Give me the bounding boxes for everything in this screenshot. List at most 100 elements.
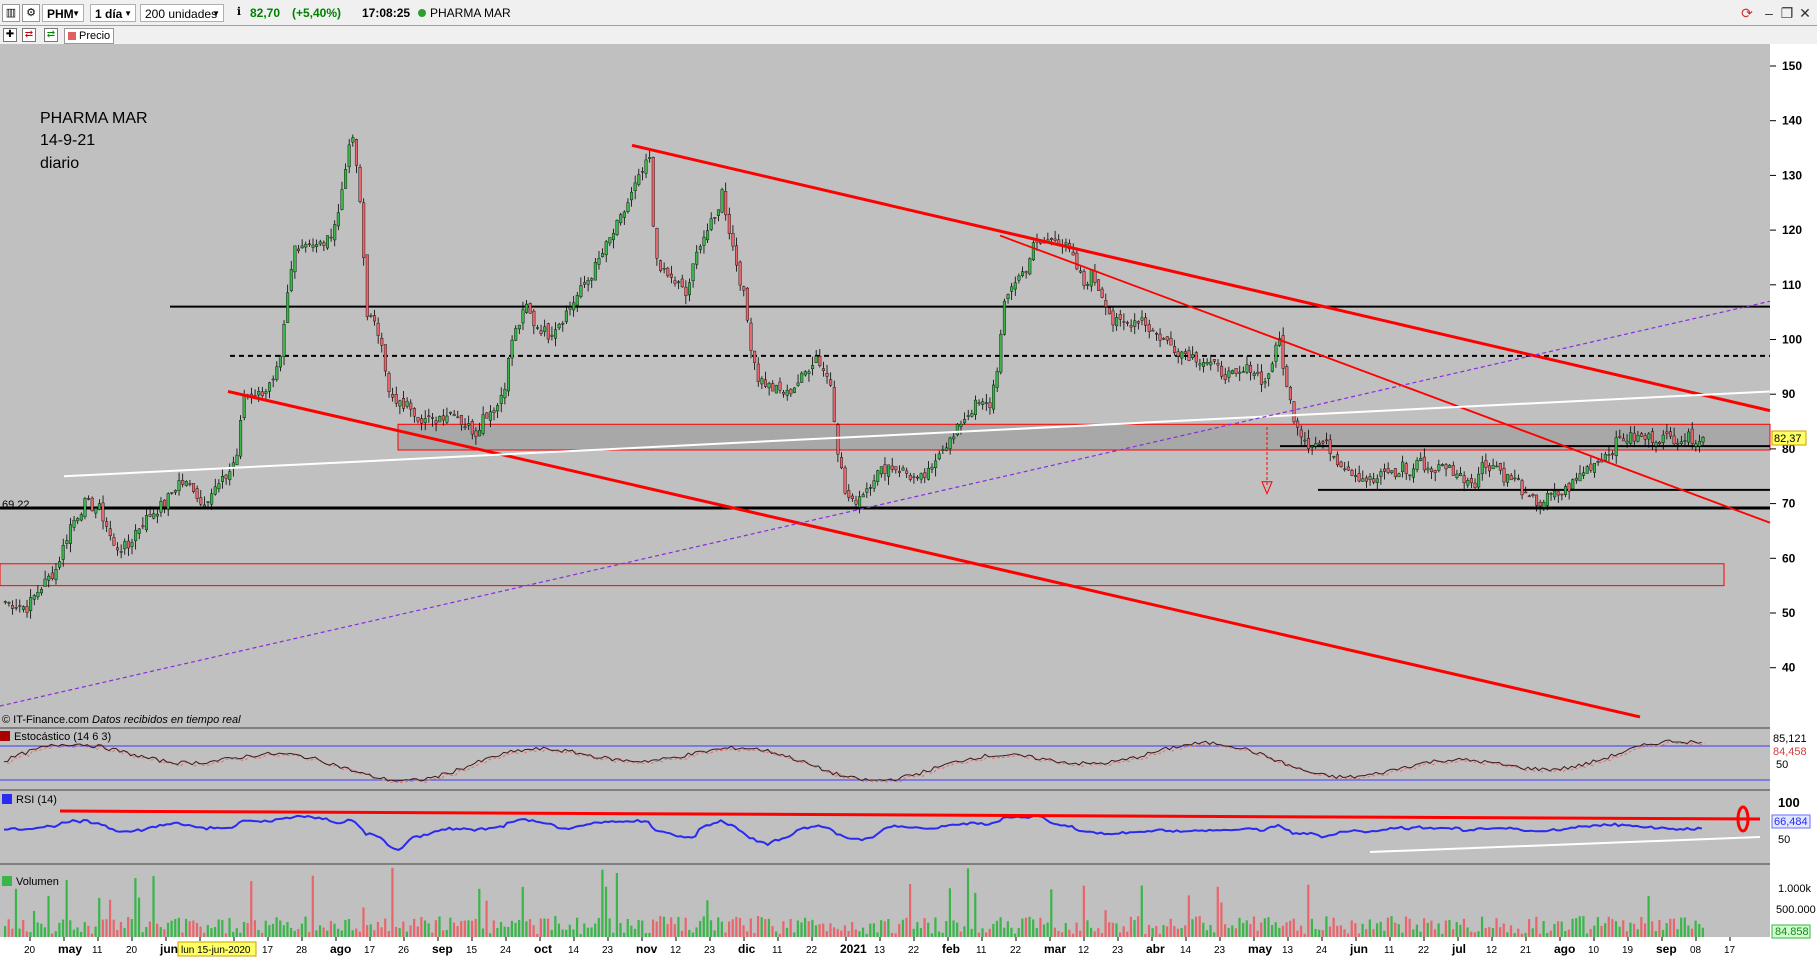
- volume-bar: [416, 926, 419, 937]
- crosshair-date-tag: [177, 941, 257, 957]
- volume-bar: [1343, 929, 1346, 937]
- candle: [1296, 420, 1300, 428]
- volume-bar: [1198, 916, 1201, 937]
- volume-bar: [1401, 932, 1404, 937]
- volume-bar: [818, 924, 821, 937]
- secondary-toolbar: ✚ ⇄ ⇄ Precio: [0, 26, 1817, 44]
- candle: [633, 182, 637, 191]
- indicator-icon[interactable]: ⇄: [44, 28, 58, 42]
- volume-bar: [648, 932, 651, 937]
- candle: [336, 212, 340, 227]
- candle: [651, 157, 655, 227]
- candle: [297, 248, 301, 252]
- candle: [738, 261, 742, 286]
- interval-select[interactable]: 1 día ▼: [90, 4, 136, 22]
- rsi-tick-100: 100: [1778, 795, 1800, 810]
- volume-bar: [1661, 929, 1665, 937]
- candle: [735, 245, 739, 266]
- rsi-value: 66,484: [1774, 816, 1808, 828]
- candle: [1516, 478, 1520, 480]
- gear-icon[interactable]: ⚙: [22, 4, 40, 22]
- volume-bar: [351, 930, 354, 937]
- instrument-name: PHARMA MAR: [430, 6, 511, 20]
- candlestick-icon[interactable]: ▥: [2, 4, 20, 22]
- candle: [65, 540, 69, 544]
- candle: [1596, 461, 1600, 463]
- candle: [18, 605, 22, 607]
- candle: [970, 413, 974, 417]
- volume-bar: [1455, 921, 1458, 937]
- candle: [217, 483, 221, 490]
- close-icon[interactable]: ✕: [1799, 5, 1811, 21]
- volume-bar: [427, 923, 430, 937]
- candle: [456, 416, 460, 419]
- volume-bar: [163, 929, 166, 937]
- candle: [977, 402, 981, 404]
- volume-bar: [637, 919, 640, 937]
- candle: [517, 324, 521, 330]
- candle: [782, 391, 786, 395]
- volume-bar: [1166, 926, 1169, 937]
- last-price-tag: [1771, 430, 1807, 446]
- candle: [416, 416, 420, 422]
- candle: [1578, 473, 1582, 482]
- volume-bar: [1093, 931, 1096, 937]
- candle: [449, 411, 453, 414]
- candle: [702, 236, 706, 246]
- candle: [184, 481, 188, 486]
- volume-bar: [992, 923, 995, 937]
- candle: [1205, 361, 1209, 365]
- volume-bar: [1281, 925, 1285, 937]
- candle: [677, 281, 681, 284]
- volume-bar: [1419, 931, 1422, 937]
- volume-bar: [1665, 923, 1668, 937]
- x-tick-label: jun: [159, 942, 178, 956]
- volume-bar: [1520, 933, 1523, 937]
- volume-bar: [87, 925, 90, 937]
- candle: [1350, 470, 1354, 476]
- volume-bar: [880, 920, 883, 937]
- price-panel: [0, 44, 1770, 727]
- units-select[interactable]: 200 unidades ▼: [140, 4, 224, 22]
- y-tick-label: 60: [1782, 551, 1796, 565]
- x-tick-label: 12: [1078, 945, 1090, 956]
- plus-icon[interactable]: ✚: [3, 28, 17, 42]
- price-toggle[interactable]: Precio: [64, 28, 115, 44]
- volume-bar: [250, 881, 253, 937]
- volume-bar: [11, 928, 14, 937]
- volume-bar: [1444, 920, 1447, 937]
- candle: [1636, 435, 1640, 442]
- refresh-icon[interactable]: ⟳: [1741, 5, 1753, 21]
- volume-bar: [1339, 925, 1342, 937]
- volume-bar: [1484, 928, 1487, 937]
- candle: [159, 501, 163, 513]
- x-tick-label: 20: [126, 945, 138, 956]
- candle: [188, 483, 192, 485]
- volume-bar: [1535, 916, 1538, 937]
- candle: [1513, 477, 1517, 480]
- candle: [872, 480, 876, 489]
- info-icon[interactable]: ℹ: [236, 6, 242, 18]
- symbol-select[interactable]: PHM ▼: [42, 4, 84, 22]
- volume-bar: [753, 933, 756, 937]
- upper-channel-line: [631, 143, 1771, 413]
- candle: [926, 467, 930, 480]
- candle: [963, 419, 967, 424]
- volume-bar: [547, 918, 550, 937]
- candle: [333, 224, 337, 241]
- minimize-icon[interactable]: –: [1765, 5, 1773, 21]
- candle: [1357, 473, 1361, 482]
- volume-bar: [366, 925, 369, 937]
- volume-bar: [503, 926, 506, 937]
- x-tick-label: nov: [636, 942, 658, 956]
- indicator-icon[interactable]: ⇄: [22, 28, 36, 42]
- restore-icon[interactable]: ❐: [1780, 5, 1794, 21]
- candle: [347, 144, 351, 168]
- x-tick-label: 13: [1282, 945, 1294, 956]
- rsi-line: [3, 814, 1703, 851]
- candle: [825, 373, 829, 377]
- candle: [1310, 446, 1314, 448]
- volume-bar: [825, 931, 828, 937]
- candle: [173, 490, 177, 493]
